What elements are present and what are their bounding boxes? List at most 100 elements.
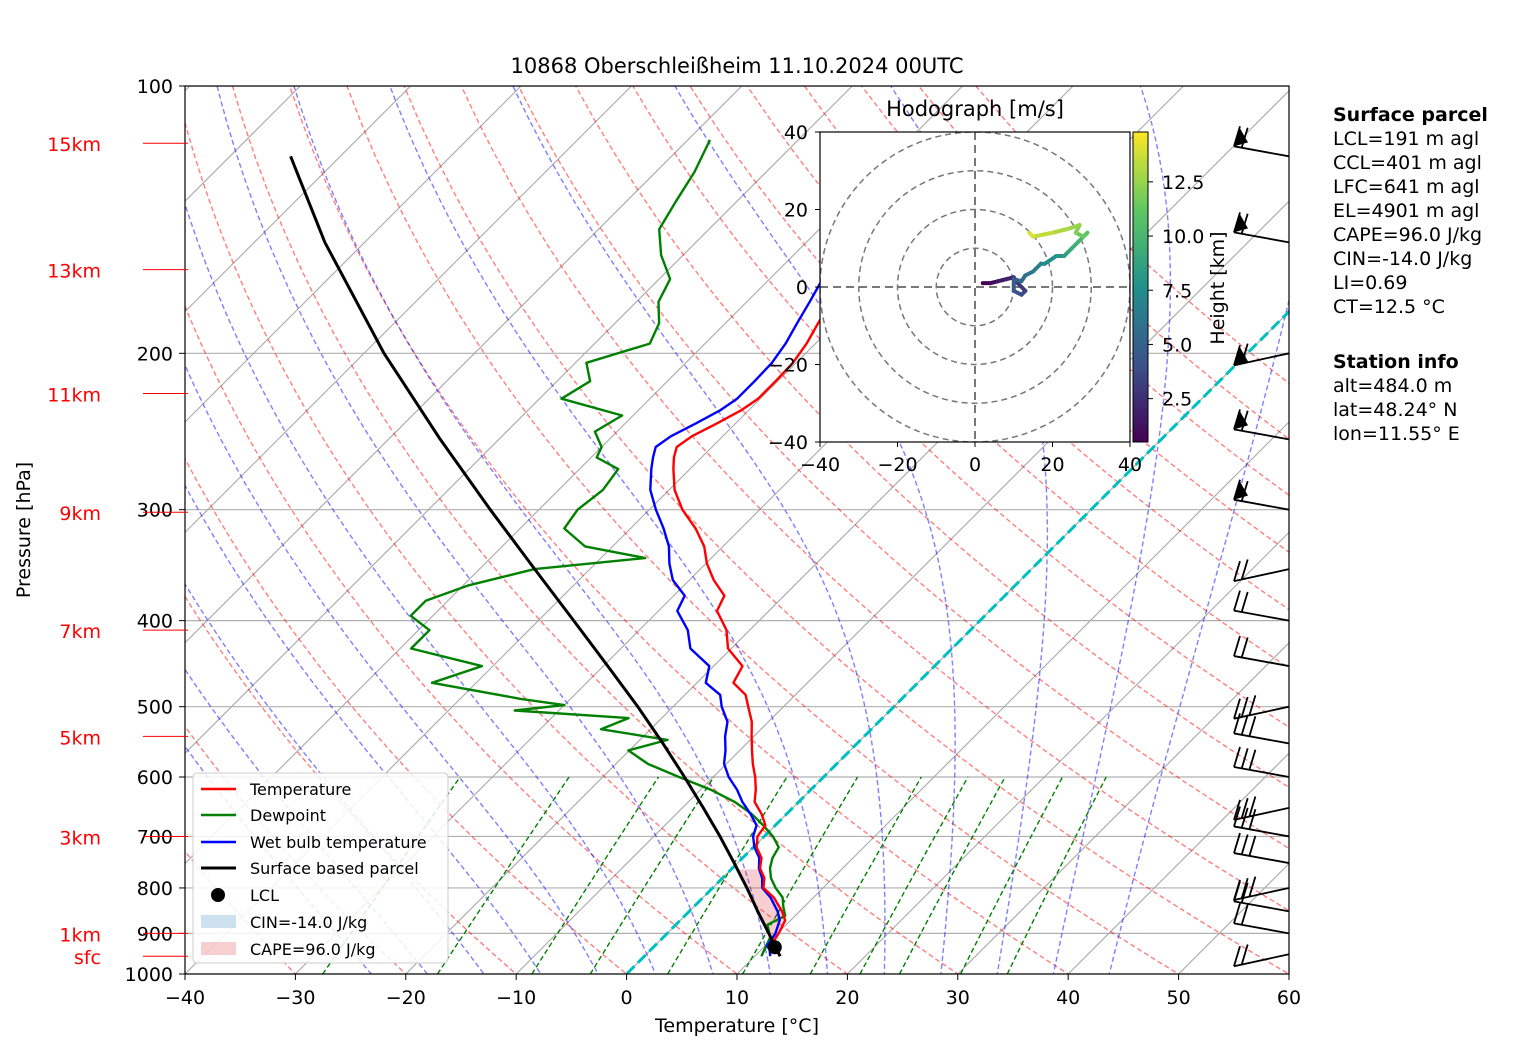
wind-barb-feather [1248,715,1257,737]
legend-label-temperature: Temperature [249,780,351,799]
hodograph-x-tick-label: −20 [877,454,917,476]
height-label: 3km [59,827,101,849]
x-tick-label: 60 [1277,987,1301,1009]
hodograph-segment [1027,230,1036,239]
wind-barb-feather [1248,695,1257,716]
wind-barb-feather [1233,799,1241,821]
wind-barb-feather [1240,797,1249,819]
wind-barb-feather [1233,126,1241,147]
surface-parcel-lcl: LCL=191 m agl [1333,128,1480,150]
wind-barb-pennant [1234,347,1248,366]
isotherm-gridline [736,421,1289,974]
height-label: 13km [47,261,101,283]
wetbulb-line [649,139,875,957]
dry-adiabat [517,86,1289,850]
mixing-ratio-line [859,776,969,974]
dry-adiabat [185,304,739,974]
moist-adiabat [185,201,657,974]
surface-parcel-cin: CIN=-14.0 J/kg [1333,248,1473,270]
isotherm-gridline [515,200,1289,974]
y-tick-label: 200 [137,343,173,365]
wind-barb-staff [1233,806,1290,821]
legend-label-parcel: Surface based parcel [250,859,419,878]
height-label: 11km [47,385,101,407]
hodograph-background [820,132,1130,442]
y-tick-label: 400 [137,611,173,633]
wind-barb-staff [1233,852,1290,864]
hodograph-y-tick-label: 40 [784,122,808,144]
colorbar-tick-label: 2.5 [1162,389,1192,411]
isotherm-gridline [185,86,522,423]
dry-adiabat [689,86,1289,669]
moist-adiabat [389,86,829,974]
colorbar-tick-label: 10.0 [1162,226,1204,248]
y-tick-label: 800 [137,878,173,900]
wind-barb-feather [1233,698,1241,719]
wind-barb-feather [1240,591,1249,613]
wind-barb [1233,832,1290,864]
hodograph-y-tick-label: 0 [796,277,808,299]
moist-adiabat [1052,86,1172,974]
wind-barb-staff [1233,352,1290,367]
parcel-line [289,155,782,957]
wind-barb-feather [1233,479,1241,500]
colorbar-tick-label: 12.5 [1162,172,1204,194]
surface-parcel-ct: CT=12.5 °C [1333,296,1445,318]
wind-barb [1233,409,1290,441]
station-info-lat: lat=48.24° N [1333,399,1458,421]
x-tick-label: 50 [1167,987,1191,1009]
hodograph-ring [896,208,1054,366]
wind-barb [1233,343,1290,367]
colorbar-label: Height [km] [1207,231,1229,344]
isotherm-gridline [1067,752,1289,974]
legend: Temperature Dewpoint Wet bulb temperatur… [192,772,449,964]
legend-swatch-cape [201,942,236,955]
wind-barb-feather [1233,345,1241,366]
wind-barb-staff [1233,428,1290,441]
wind-barb-pennant [1234,128,1248,147]
hodograph-x-tick-label: 0 [969,454,981,476]
mixing-ratio-line [959,776,1064,974]
dry-adiabat [574,86,1289,789]
height-label: 7km [59,621,101,643]
isotherm-gridline [185,86,411,313]
wind-barb [1233,479,1290,511]
y-tick-label: 600 [137,767,173,789]
y-tick-label: 900 [137,923,173,945]
wind-barb-feather [1240,714,1249,736]
wind-barb-feather [1233,879,1241,901]
hodograph-segment [1031,230,1055,239]
wind-barb-staff [1233,732,1290,745]
dry-adiabat [185,595,518,974]
wind-barb-feather [1240,696,1249,718]
station-info-panel: Station info alt=484.0 m lat=48.24° N lo… [1333,350,1460,446]
isotherm-gridline [957,642,1289,974]
mixing-ratio-line [898,776,1006,974]
wind-barb-feather [1240,878,1249,899]
dry-adiabat [185,457,628,974]
dry-adiabat [346,86,1180,974]
wind-barb-feather [1233,806,1241,827]
y-tick-label: 1000 [125,964,173,986]
wind-barb-staff [1233,887,1290,901]
wind-barb-feather [1233,746,1241,768]
legend-label-cape: CAPE=96.0 J/kg [250,940,376,959]
hodograph-title: Hodograph [m/s] [886,97,1064,121]
wind-barb-staff [1233,953,1290,968]
wind-barb [1233,126,1290,158]
wind-barb [1233,635,1290,667]
height-label: 15km [47,134,101,156]
moist-adiabat [512,86,886,974]
y-tick-label: 500 [137,697,173,719]
mixing-ratio-line [436,776,570,974]
hodograph-x-tick-label: −40 [800,454,840,476]
moist-adiabat [890,86,1049,974]
wind-barb-feather [1248,835,1257,857]
moist-adiabat [293,86,772,974]
wind-barb-staff [1233,609,1290,622]
mixing-ratio-line [809,776,922,974]
y-tick-label: 100 [137,76,173,98]
x-axis-label: Temperature [°C] [654,1015,819,1037]
wind-barb-staff [1233,145,1290,158]
wind-barb [1233,903,1290,935]
